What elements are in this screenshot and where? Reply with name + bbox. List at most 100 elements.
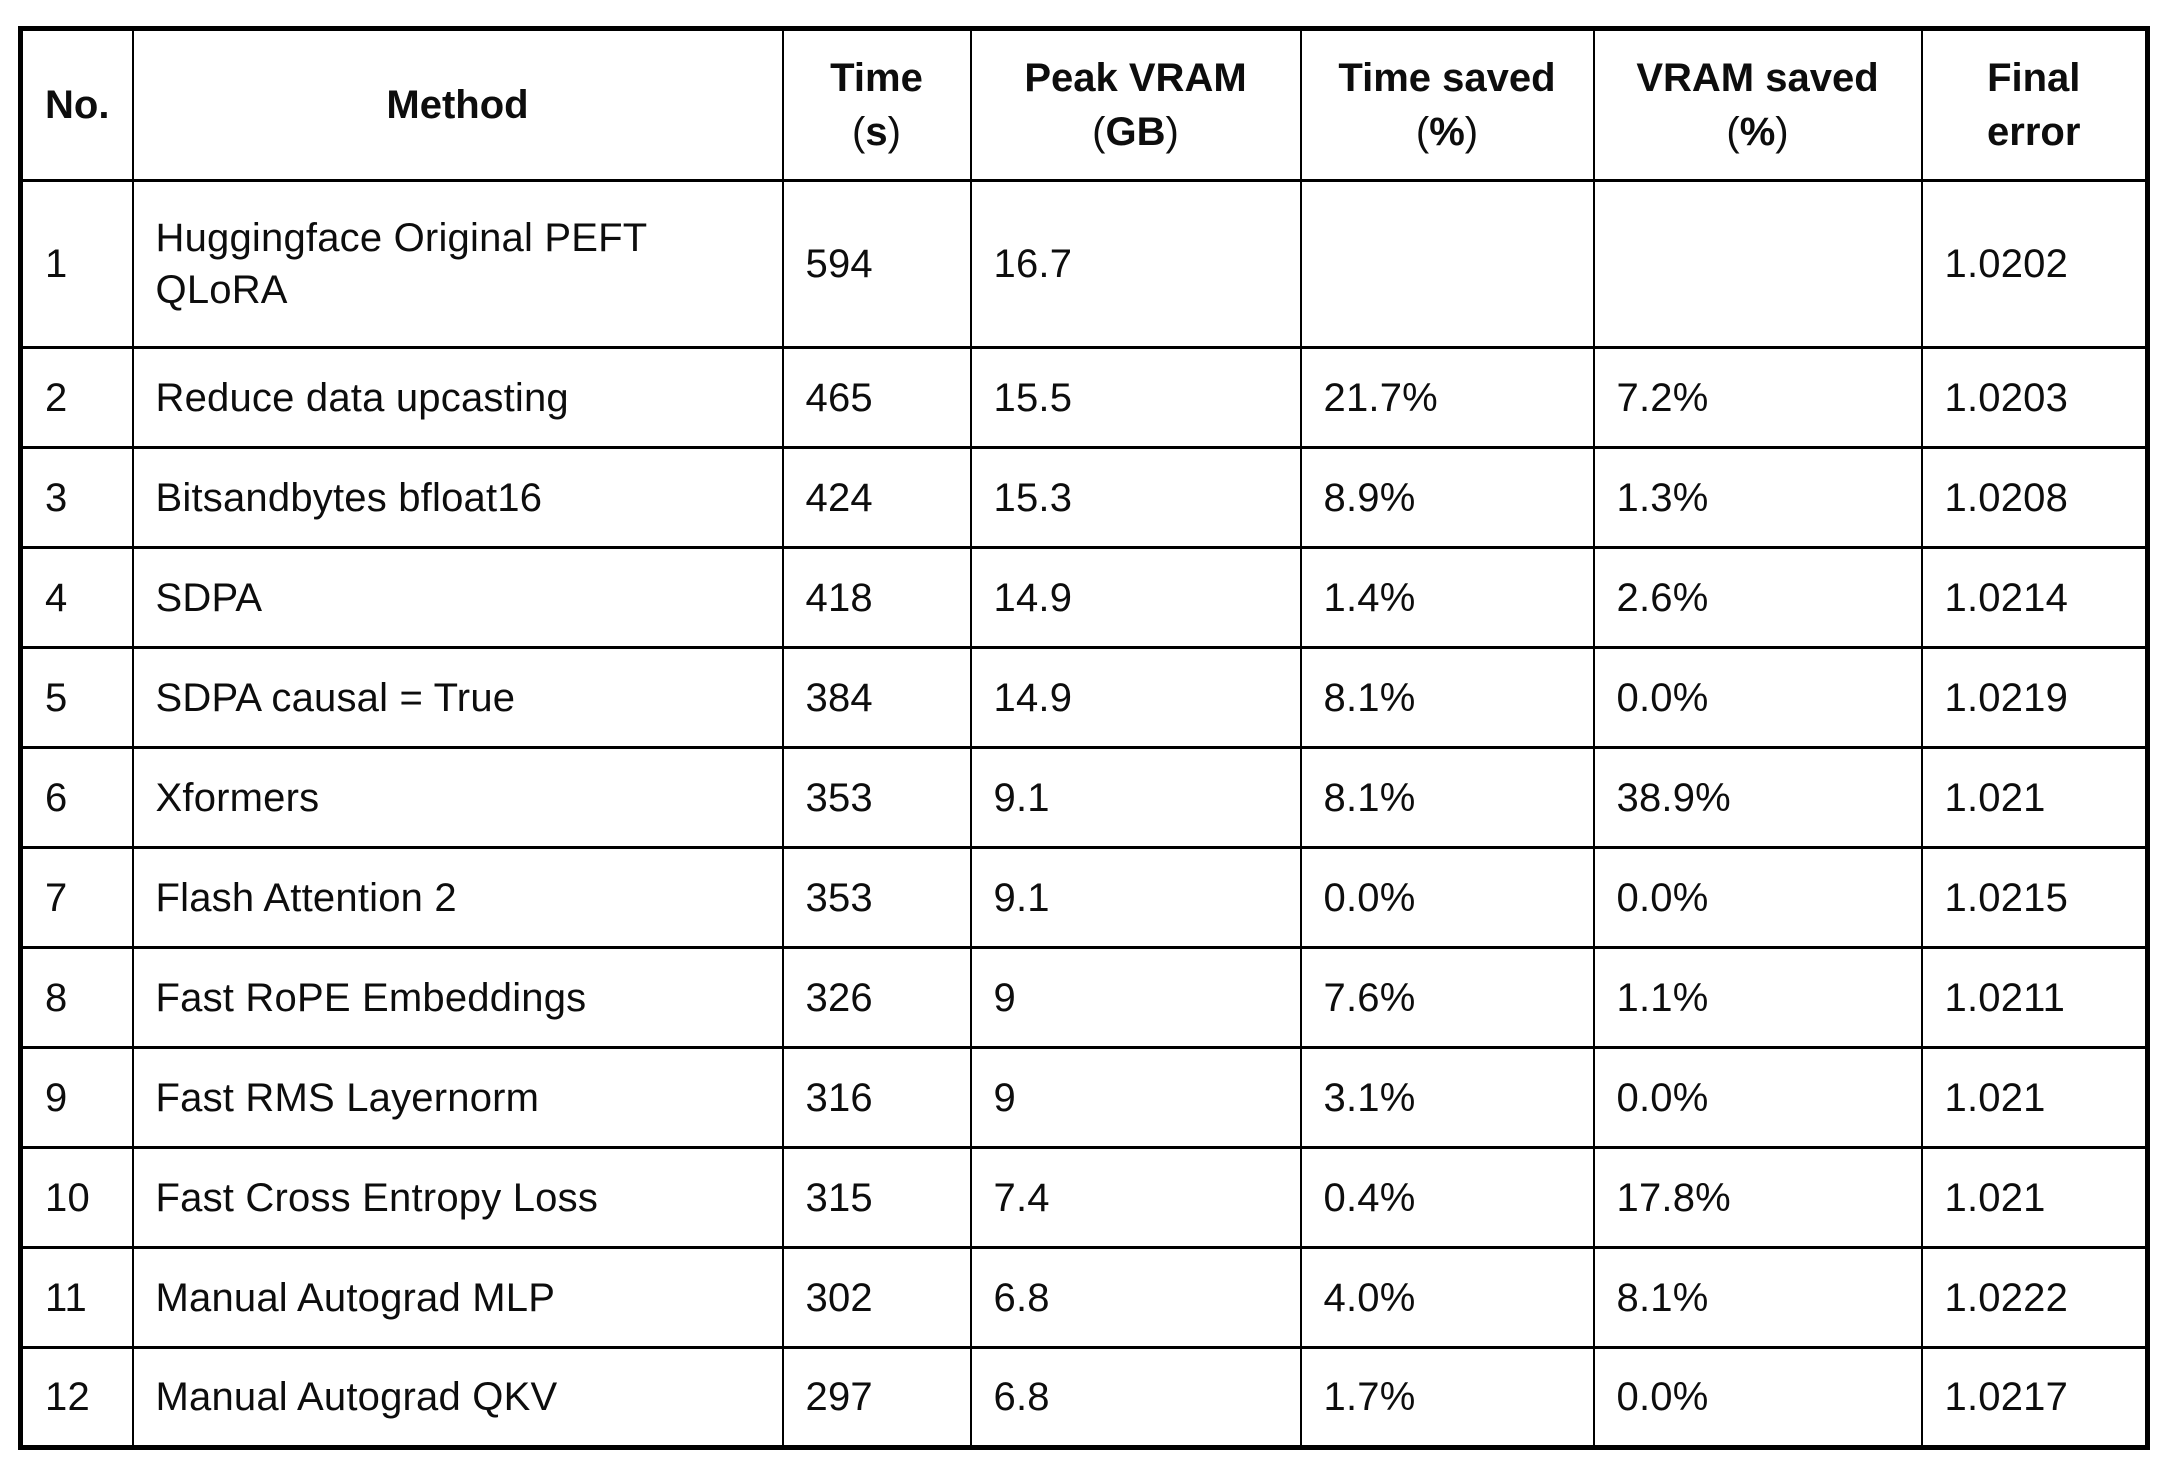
cell-final-error: 1.021 <box>1920 1046 2149 1149</box>
column-header-no: No. <box>19 27 134 182</box>
cell-time-saved-pct: 0.0% <box>1299 846 1595 949</box>
cell-no: 6 <box>19 746 134 849</box>
table-row-11: 11 Manual Autograd MLP 302 6.8 4.0% 8.1% 1.022… <box>19 1246 2149 1349</box>
cell-time-saved-pct: 4.0% <box>1299 1246 1595 1349</box>
cell-no: 10 <box>19 1146 134 1249</box>
cell-peak-vram-gb: 9 <box>969 1046 1302 1149</box>
cell-no: 5 <box>19 646 134 749</box>
column-title: Peak VRAM <box>1024 56 1247 100</box>
cell-peak-vram-gb: 14.9 <box>969 546 1302 649</box>
cell-vram-saved-pct: 0.0% <box>1592 1046 1923 1149</box>
cell-method: Flash Attention 2 <box>131 846 784 949</box>
cell-peak-vram-gb: 16.7 <box>969 179 1302 349</box>
cell-time-s: 316 <box>781 1046 972 1149</box>
cell-final-error: 1.0202 <box>1920 179 2149 349</box>
cell-time-s: 418 <box>781 546 972 649</box>
table-row-9: 9 Fast RMS Layernorm 316 9 3.1% 0.0% 1.021 <box>19 1046 2149 1149</box>
column-header-method: Method <box>131 27 784 182</box>
table-body: 1 Huggingface Original PEFT QLoRA 594 16.7 1… <box>19 179 2149 1449</box>
cell-time-s: 384 <box>781 646 972 749</box>
cell-time-s: 297 <box>781 1346 972 1449</box>
cell-final-error: 1.021 <box>1920 1146 2149 1249</box>
cell-time-s: 315 <box>781 1146 972 1249</box>
column-header-peak-vram-gb: Peak VRAM (GB) <box>969 27 1302 182</box>
table-row-6: 6 Xformers 353 9.1 8.1% 38.9% 1.021 <box>19 746 2149 849</box>
cell-time-saved-pct <box>1299 179 1595 349</box>
cell-no: 2 <box>19 346 134 449</box>
benchmark-table: No. Method Time (s) Peak VRAM (GB) Time saved (… <box>18 26 2150 1450</box>
column-title: Final <box>1987 56 2081 100</box>
cell-final-error: 1.0211 <box>1920 946 2149 1049</box>
table-row-5: 5 SDPA causal = True 384 14.9 8.1% 0.0% 1.0219 <box>19 646 2149 749</box>
cell-peak-vram-gb: 9.1 <box>969 746 1302 849</box>
cell-time-s: 353 <box>781 746 972 849</box>
column-header-vram-saved-pct: VRAM saved (%) <box>1592 27 1923 182</box>
cell-final-error: 1.0214 <box>1920 546 2149 649</box>
column-unit: error <box>1987 110 2081 154</box>
cell-time-saved-pct: 3.1% <box>1299 1046 1595 1149</box>
column-header-final-error: Final error <box>1920 27 2149 182</box>
cell-no: 4 <box>19 546 134 649</box>
cell-peak-vram-gb: 6.8 <box>969 1246 1302 1349</box>
table-row-4: 4 SDPA 418 14.9 1.4% 2.6% 1.0214 <box>19 546 2149 649</box>
column-unit: (s) <box>852 110 901 154</box>
cell-method: Fast RMS Layernorm <box>131 1046 784 1149</box>
cell-peak-vram-gb: 6.8 <box>969 1346 1302 1449</box>
table-row-12: 12 Manual Autograd QKV 297 6.8 1.7% 0.0% 1.021… <box>19 1346 2149 1449</box>
cell-time-saved-pct: 1.4% <box>1299 546 1595 649</box>
cell-method: Xformers <box>131 746 784 849</box>
column-title: Time <box>830 56 923 100</box>
cell-no: 1 <box>19 179 134 349</box>
cell-peak-vram-gb: 14.9 <box>969 646 1302 749</box>
cell-final-error: 1.0208 <box>1920 446 2149 549</box>
column-title: VRAM saved <box>1636 56 1879 100</box>
cell-time-saved-pct: 7.6% <box>1299 946 1595 1049</box>
cell-vram-saved-pct: 1.1% <box>1592 946 1923 1049</box>
table-row-7: 7 Flash Attention 2 353 9.1 0.0% 0.0% 1.0215 <box>19 846 2149 949</box>
cell-method: Manual Autograd QKV <box>131 1346 784 1449</box>
cell-vram-saved-pct: 38.9% <box>1592 746 1923 849</box>
header-row: No. Method Time (s) Peak VRAM (GB) Time saved (… <box>19 27 2149 182</box>
cell-time-saved-pct: 8.9% <box>1299 446 1595 549</box>
cell-final-error: 1.0222 <box>1920 1246 2149 1349</box>
table-row-8: 8 Fast RoPE Embeddings 326 9 7.6% 1.1% 1.0211 <box>19 946 2149 1049</box>
cell-final-error: 1.0219 <box>1920 646 2149 749</box>
cell-peak-vram-gb: 9.1 <box>969 846 1302 949</box>
cell-vram-saved-pct: 1.3% <box>1592 446 1923 549</box>
cell-final-error: 1.0203 <box>1920 346 2149 449</box>
cell-method: Bitsandbytes bfloat16 <box>131 446 784 549</box>
column-title: Time saved <box>1338 56 1556 100</box>
column-unit: (%) <box>1415 110 1479 154</box>
column-unit: (GB) <box>1092 110 1179 154</box>
cell-method: Manual Autograd MLP <box>131 1246 784 1349</box>
cell-peak-vram-gb: 7.4 <box>969 1146 1302 1249</box>
table-row-3: 3 Bitsandbytes bfloat16 424 15.3 8.9% 1.3% 1.0… <box>19 446 2149 549</box>
cell-vram-saved-pct: 0.0% <box>1592 846 1923 949</box>
cell-final-error: 1.0215 <box>1920 846 2149 949</box>
cell-peak-vram-gb: 15.3 <box>969 446 1302 549</box>
cell-vram-saved-pct: 0.0% <box>1592 646 1923 749</box>
cell-time-saved-pct: 21.7% <box>1299 346 1595 449</box>
cell-time-s: 465 <box>781 346 972 449</box>
column-unit: (%) <box>1726 110 1789 154</box>
cell-vram-saved-pct: 2.6% <box>1592 546 1923 649</box>
cell-no: 11 <box>19 1246 134 1349</box>
cell-time-s: 594 <box>781 179 972 349</box>
column-header-time-saved-pct: Time saved (%) <box>1299 27 1595 182</box>
table-row-1: 1 Huggingface Original PEFT QLoRA 594 16.7 1… <box>19 179 2149 349</box>
cell-method: Fast RoPE Embeddings <box>131 946 784 1049</box>
cell-time-saved-pct: 8.1% <box>1299 746 1595 849</box>
cell-time-saved-pct: 8.1% <box>1299 646 1595 749</box>
cell-method: SDPA causal = True <box>131 646 784 749</box>
cell-time-s: 353 <box>781 846 972 949</box>
cell-vram-saved-pct: 0.0% <box>1592 1346 1923 1449</box>
cell-no: 12 <box>19 1346 134 1449</box>
cell-final-error: 1.021 <box>1920 746 2149 849</box>
cell-time-s: 424 <box>781 446 972 549</box>
cell-time-s: 302 <box>781 1246 972 1349</box>
cell-method: SDPA <box>131 546 784 649</box>
cell-no: 9 <box>19 1046 134 1149</box>
cell-no: 8 <box>19 946 134 1049</box>
cell-final-error: 1.0217 <box>1920 1346 2149 1449</box>
